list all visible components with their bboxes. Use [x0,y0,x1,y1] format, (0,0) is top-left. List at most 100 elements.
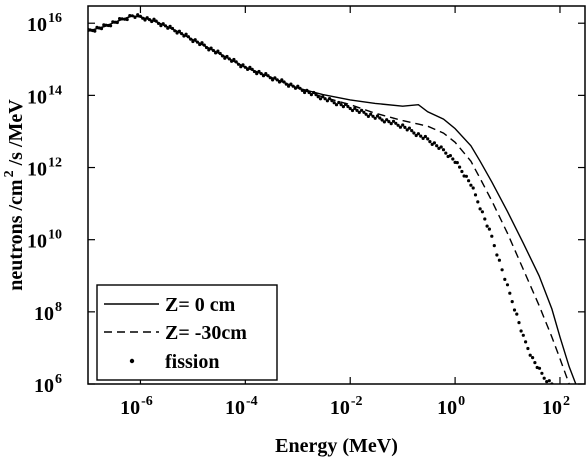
fission-point [448,154,452,158]
fission-point [515,312,519,316]
fission-point [123,17,127,21]
fission-point [364,112,368,116]
fission-point [186,35,190,39]
fission-point [405,128,409,132]
fission-point [428,140,432,144]
fission-point [366,114,370,118]
fission-point [282,80,286,84]
fission-point [385,118,389,122]
fission-point [410,129,414,133]
fission-point [314,93,318,97]
fission-point [332,101,336,105]
fission-point [439,145,443,149]
fission-point [133,15,137,19]
fission-point [394,121,398,125]
fission-point [391,119,396,123]
fission-point [163,24,168,28]
fission-point [441,148,446,152]
fission-point [371,114,375,118]
fission-point [545,380,549,384]
fission-point [300,88,304,92]
fission-point [211,48,215,53]
fission-point [99,27,104,31]
fission-point [542,376,546,380]
fission-point [250,67,254,71]
fission-point [109,24,113,28]
fission-point [328,97,332,101]
fission-point [307,90,311,95]
fission-point [280,78,284,82]
fission-point [152,17,156,21]
fission-point [503,277,507,281]
fission-point [444,151,448,155]
fission-point [497,258,501,262]
fission-point [485,224,489,228]
fission-point [464,174,468,178]
y-tick-label: 106 [34,372,62,397]
fission-point [325,99,329,103]
fission-point [403,125,407,129]
fission-point [209,46,213,50]
fission-point [387,120,391,124]
fission-point [407,126,411,130]
fission-point [312,90,316,95]
fission-point [458,165,462,169]
fission-point [264,72,268,76]
fission-point [216,49,220,53]
fission-point [200,41,204,45]
fission-point [218,51,222,56]
fission-point [344,102,348,106]
fission-point [156,21,161,25]
fission-point [305,88,309,92]
fission-point [478,207,482,211]
fission-point [184,32,188,36]
fission-point [323,97,327,101]
fission-point [191,39,195,44]
fission-point [378,116,382,120]
y-tick-label: 1012 [27,156,62,181]
fission-point [255,72,259,76]
fission-point [398,125,402,129]
legend-label: Z= -30cm [165,322,247,344]
fission-point [150,19,154,24]
fission-point [287,84,291,88]
fission-point [401,123,405,127]
fission-point [421,136,425,140]
fission-point [147,18,152,22]
fission-point [382,120,386,124]
fission-point [180,31,184,36]
x-tick-label: 10-6 [120,394,153,419]
fission-point [341,105,345,109]
fission-point [483,217,487,221]
fission-point [241,63,245,67]
fission-point [268,76,272,80]
fission-point [120,17,124,21]
fission-point [505,283,510,287]
y-tick-label: 1014 [27,83,62,108]
fission-point [138,14,142,18]
legend-label: Z= 0 cm [165,294,236,316]
fission-point [170,26,175,31]
fission-point [246,67,250,71]
fission-point [236,62,241,66]
fission-point [166,26,170,30]
fission-point [309,93,313,97]
fission-point [334,103,339,107]
fission-point [380,118,384,122]
y-axis-title: neutrons /cm2 /s /MeV [2,99,27,291]
fission-point [277,80,282,84]
fission-point [490,234,494,238]
fission-point [220,54,225,58]
fission-point [389,122,393,126]
fission-point [259,72,263,76]
fission-point [414,133,418,138]
fission-point [214,51,218,55]
fission-point [537,366,542,370]
fission-point [93,29,97,33]
fission-point [204,45,209,50]
fission-point [360,108,364,112]
fission-point [225,54,229,59]
x-axis-title: Energy (MeV) [275,435,398,457]
fission-point [471,186,475,190]
fission-point [547,379,551,383]
